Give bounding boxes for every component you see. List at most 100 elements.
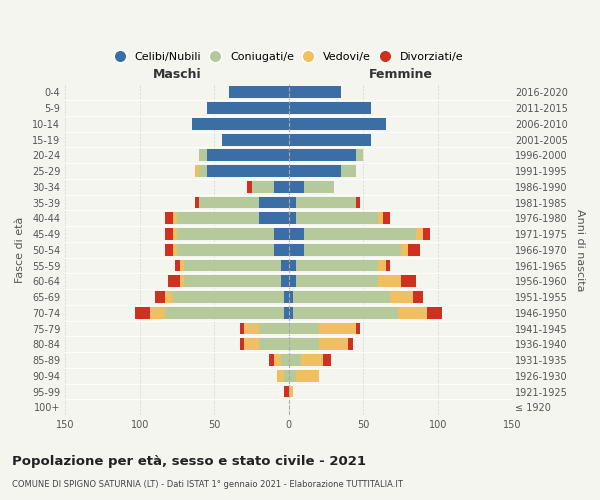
Bar bbox=[378, 212, 383, 224]
Bar bbox=[135, 307, 150, 318]
Bar bbox=[239, 338, 244, 350]
Bar bbox=[323, 354, 331, 366]
Text: Maschi: Maschi bbox=[152, 68, 201, 82]
Bar bbox=[289, 102, 371, 114]
Bar bbox=[177, 228, 274, 240]
Bar bbox=[269, 354, 274, 366]
Bar bbox=[293, 307, 398, 318]
Bar bbox=[304, 181, 334, 192]
Bar bbox=[177, 212, 259, 224]
Text: Popolazione per età, sesso e stato civile - 2021: Popolazione per età, sesso e stato civil… bbox=[12, 455, 366, 468]
Bar bbox=[184, 276, 281, 287]
Bar bbox=[195, 165, 199, 177]
Bar bbox=[155, 291, 165, 303]
Text: Femmine: Femmine bbox=[368, 68, 433, 82]
Bar bbox=[274, 181, 289, 192]
Bar bbox=[165, 228, 173, 240]
Bar bbox=[259, 338, 289, 350]
Bar bbox=[207, 150, 289, 162]
Bar bbox=[184, 260, 281, 272]
Bar bbox=[289, 307, 293, 318]
Bar bbox=[289, 276, 296, 287]
Bar bbox=[180, 260, 184, 272]
Bar bbox=[289, 322, 319, 334]
Bar bbox=[284, 370, 289, 382]
Bar bbox=[289, 165, 341, 177]
Bar bbox=[304, 244, 401, 256]
Bar bbox=[259, 212, 289, 224]
Bar bbox=[222, 134, 289, 145]
Bar bbox=[251, 181, 274, 192]
Bar bbox=[349, 338, 353, 350]
Bar bbox=[296, 196, 356, 208]
Bar bbox=[304, 228, 416, 240]
Bar bbox=[293, 291, 390, 303]
Bar bbox=[281, 260, 289, 272]
Legend: Celibi/Nubili, Coniugati/e, Vedovi/e, Divorziati/e: Celibi/Nubili, Coniugati/e, Vedovi/e, Di… bbox=[110, 47, 467, 66]
Bar bbox=[244, 338, 259, 350]
Bar bbox=[284, 291, 289, 303]
Bar bbox=[301, 354, 323, 366]
Bar bbox=[244, 322, 259, 334]
Bar bbox=[192, 118, 289, 130]
Bar bbox=[401, 276, 416, 287]
Bar bbox=[165, 307, 284, 318]
Bar bbox=[289, 260, 296, 272]
Bar bbox=[289, 291, 293, 303]
Bar bbox=[199, 196, 259, 208]
Bar bbox=[289, 212, 296, 224]
Bar bbox=[319, 322, 356, 334]
Bar bbox=[289, 338, 319, 350]
Bar bbox=[341, 165, 356, 177]
Bar bbox=[398, 307, 427, 318]
Bar bbox=[207, 102, 289, 114]
Bar bbox=[199, 165, 207, 177]
Bar bbox=[390, 291, 413, 303]
Bar bbox=[177, 244, 274, 256]
Bar bbox=[259, 322, 289, 334]
Bar bbox=[356, 150, 364, 162]
Bar bbox=[175, 260, 180, 272]
Bar bbox=[180, 276, 184, 287]
Bar bbox=[281, 276, 289, 287]
Y-axis label: Fasce di età: Fasce di età bbox=[15, 216, 25, 283]
Bar bbox=[289, 244, 304, 256]
Bar bbox=[289, 228, 304, 240]
Bar bbox=[274, 244, 289, 256]
Bar bbox=[386, 260, 390, 272]
Bar bbox=[296, 370, 319, 382]
Bar bbox=[356, 322, 361, 334]
Bar bbox=[401, 244, 408, 256]
Bar bbox=[239, 322, 244, 334]
Bar bbox=[413, 291, 423, 303]
Bar bbox=[168, 276, 180, 287]
Bar bbox=[427, 307, 442, 318]
Bar bbox=[289, 196, 296, 208]
Bar bbox=[165, 212, 173, 224]
Bar bbox=[259, 196, 289, 208]
Bar bbox=[173, 291, 284, 303]
Bar bbox=[296, 276, 378, 287]
Bar bbox=[284, 307, 289, 318]
Bar bbox=[289, 386, 293, 398]
Bar bbox=[284, 386, 289, 398]
Bar bbox=[289, 150, 356, 162]
Bar bbox=[289, 370, 296, 382]
Bar bbox=[356, 196, 361, 208]
Bar bbox=[195, 196, 199, 208]
Bar bbox=[173, 228, 177, 240]
Bar bbox=[289, 86, 341, 99]
Bar bbox=[289, 181, 304, 192]
Bar bbox=[383, 212, 390, 224]
Bar bbox=[150, 307, 165, 318]
Bar bbox=[289, 134, 371, 145]
Bar bbox=[289, 118, 386, 130]
Bar bbox=[423, 228, 430, 240]
Bar bbox=[277, 370, 284, 382]
Bar bbox=[274, 228, 289, 240]
Bar bbox=[408, 244, 420, 256]
Bar bbox=[165, 244, 173, 256]
Bar bbox=[173, 212, 177, 224]
Bar bbox=[173, 244, 177, 256]
Text: COMUNE DI SPIGNO SATURNIA (LT) - Dati ISTAT 1° gennaio 2021 - Elaborazione TUTTI: COMUNE DI SPIGNO SATURNIA (LT) - Dati IS… bbox=[12, 480, 403, 489]
